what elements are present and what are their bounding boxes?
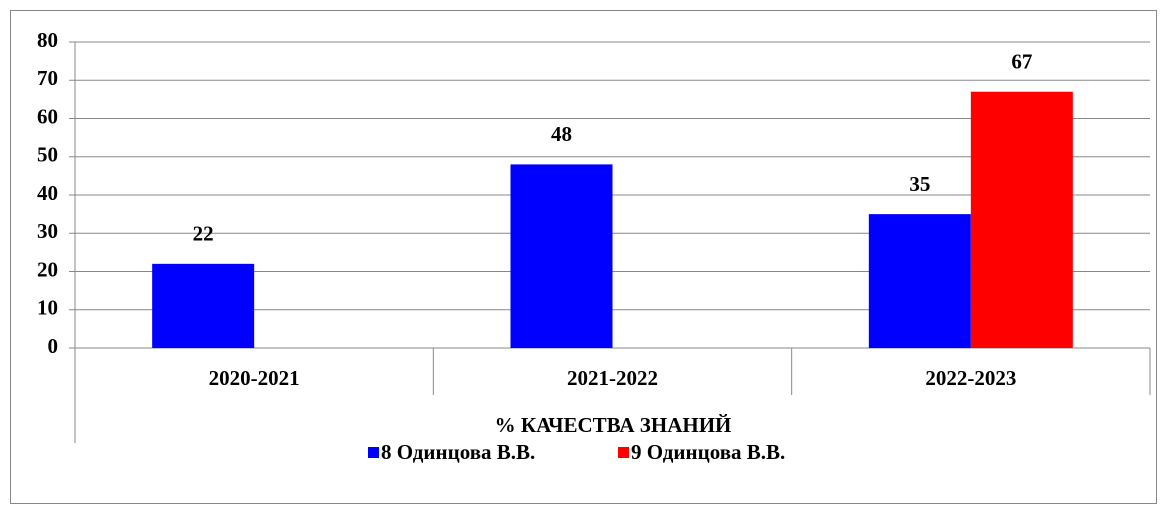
data-label: 22 — [193, 222, 214, 246]
legend-swatch — [618, 447, 629, 458]
x-tick-label: 2021-2022 — [567, 366, 658, 390]
bar — [152, 263, 255, 348]
bar — [970, 91, 1073, 348]
y-tick-label: 40 — [37, 181, 58, 205]
data-label: 67 — [1011, 50, 1032, 74]
legend-swatch — [368, 447, 379, 458]
bar — [868, 214, 971, 348]
legend-label: 8 Одинцова В.В. — [381, 440, 535, 464]
x-tick-label: 2020-2021 — [209, 366, 300, 390]
data-label: 35 — [909, 172, 930, 196]
y-tick-label: 50 — [37, 143, 58, 167]
y-tick-label: 60 — [37, 104, 58, 128]
y-tick-label: 20 — [37, 257, 58, 281]
y-tick-label: 10 — [37, 296, 58, 320]
data-label: 48 — [551, 122, 572, 146]
y-tick-label: 80 — [37, 28, 58, 52]
bar — [510, 164, 613, 348]
x-axis-title: % КАЧЕСТВА ЗНАНИЙ — [495, 413, 732, 437]
y-tick-label: 30 — [37, 219, 58, 243]
legend-label: 9 Одинцова В.В. — [631, 440, 785, 464]
y-tick-label: 0 — [48, 334, 59, 358]
x-tick-label: 2022-2023 — [925, 366, 1016, 390]
y-tick-label: 70 — [37, 66, 58, 90]
